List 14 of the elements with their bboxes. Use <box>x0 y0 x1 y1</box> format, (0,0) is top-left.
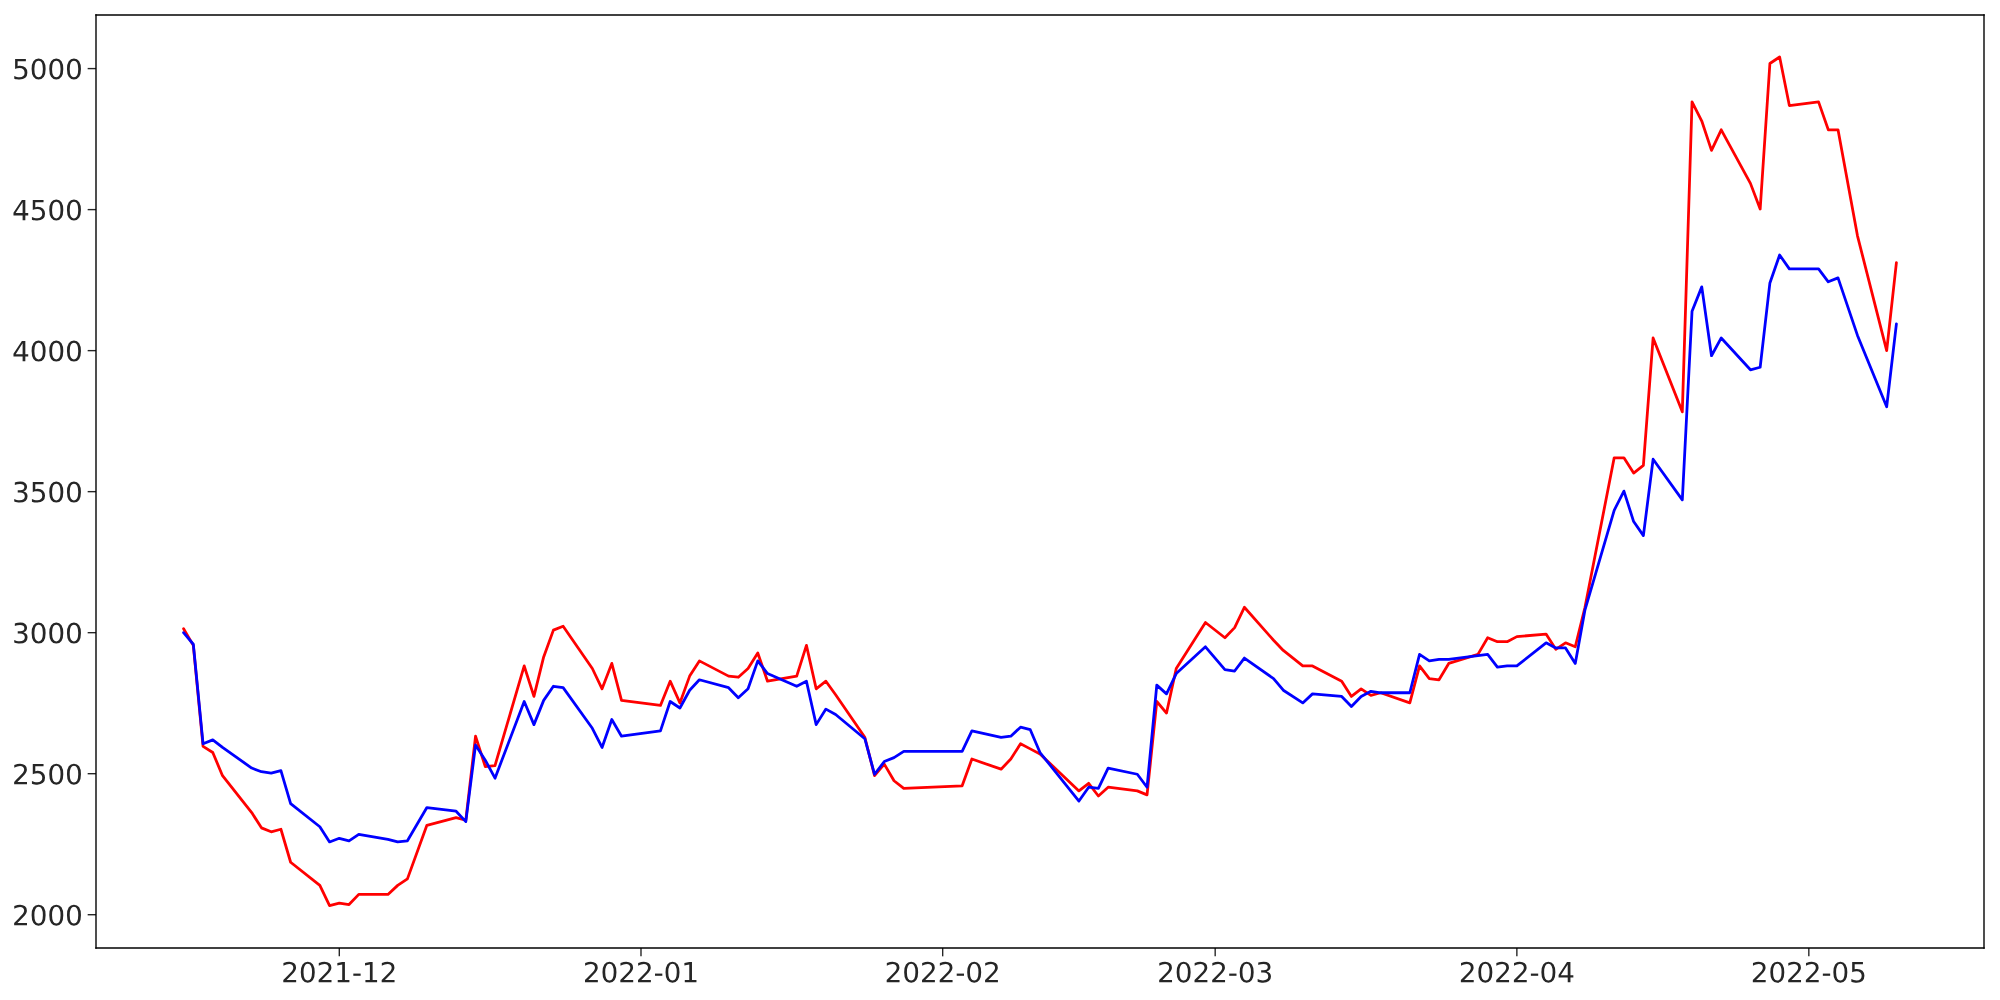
y-tick-label: 3500 <box>14 481 81 503</box>
y-tick-label: 2500 <box>14 763 81 785</box>
y-tick-label: 4000 <box>13 340 81 362</box>
y-tick-label: 3000 <box>14 622 81 644</box>
x-tick-label: 2021-12 <box>283 961 395 983</box>
y-tick-label: 2000 <box>14 904 81 926</box>
y-tick-label: 5000 <box>14 58 81 80</box>
x-tick-label: 2022-05 <box>1752 961 1865 983</box>
y-tick-label: 4500 <box>13 199 81 221</box>
x-tick-label: 2022-02 <box>886 961 998 983</box>
x-tick-label: 2022-01 <box>584 961 697 983</box>
x-tick-label: 2022-04 <box>1460 961 1574 983</box>
line-series <box>182 253 1898 844</box>
x-tick-label: 2022-03 <box>1159 961 1271 983</box>
